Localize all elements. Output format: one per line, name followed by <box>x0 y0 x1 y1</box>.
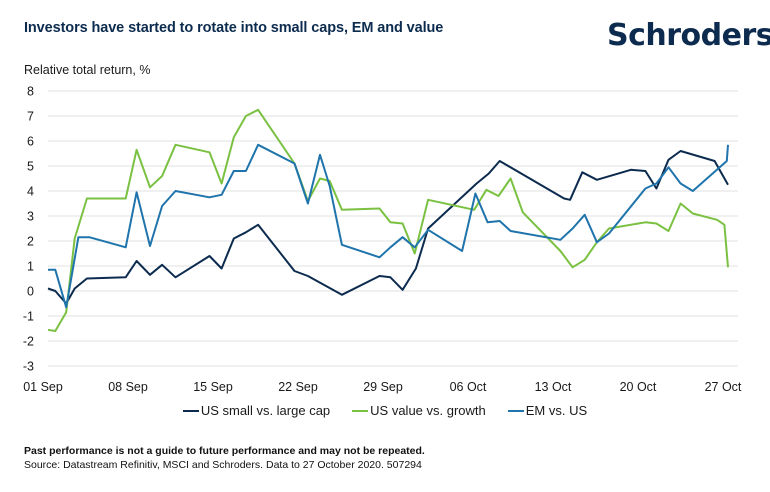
series-line-us-value-vs-growth <box>47 108 729 332</box>
line-chart: 8 7 6 5 4 3 2 1 0 -1 -2 -3 01 Sep 08 Sep 15 Sep 22 Sep… <box>23 85 742 395</box>
x-tick-label: 08 Sep <box>108 380 148 394</box>
source-note: Source: Datastream Refinitiv, MSCI and S… <box>24 459 422 471</box>
x-axis-ticks: 01 Sep 08 Sep 15 Sep 22 Sep 29 Sep 06 Oct 13 O… <box>23 380 742 394</box>
legend-item-value-vs-growth: US value vs. growth <box>352 403 486 418</box>
y-tick-label: -1 <box>23 310 34 324</box>
series-line-us-small-vs-large-cap <box>47 150 729 305</box>
disclaimer: Past performance is not a guide to futur… <box>24 445 425 457</box>
legend-label: US small vs. large cap <box>200 403 331 418</box>
y-axis-ticks: 8 7 6 5 4 3 2 1 0 -1 -2 -3 <box>23 85 34 374</box>
chart-title: Investors have started to rotate into sm… <box>24 20 444 36</box>
y-tick-label: 6 <box>27 135 34 149</box>
x-tick-label: 15 Sep <box>193 380 233 394</box>
y-tick-label: 4 <box>27 185 34 199</box>
series-line-em-vs-us <box>48 143 729 309</box>
x-tick-label: 20 Oct <box>620 380 657 394</box>
y-tick-label: 3 <box>27 210 34 224</box>
x-tick-label: 22 Sep <box>278 380 318 394</box>
y-tick-label: 5 <box>27 160 34 174</box>
y-tick-label: -3 <box>23 360 34 374</box>
legend-item-small-vs-large: US small vs. large cap <box>182 403 331 418</box>
y-tick-label: -2 <box>23 335 34 349</box>
y-tick-label: 2 <box>27 235 34 249</box>
x-tick-label: 01 Sep <box>23 380 63 394</box>
x-tick-label: 27 Oct <box>705 380 742 394</box>
series-lines <box>47 108 729 332</box>
legend-label: EM vs. US <box>525 403 588 418</box>
x-tick-label: 29 Sep <box>363 380 403 394</box>
y-tick-label: 8 <box>27 85 34 99</box>
x-tick-label: 06 Oct <box>450 380 487 394</box>
legend: US small vs. large cap US value vs. grow… <box>0 403 770 418</box>
legend-item-em-vs-us: EM vs. US <box>507 403 588 418</box>
y-tick-label: 1 <box>27 260 34 274</box>
legend-swatch <box>507 409 524 412</box>
x-tick-label: 13 Oct <box>535 380 572 394</box>
gridlines <box>48 90 738 367</box>
schroders-logo: Schroders <box>607 18 770 53</box>
legend-label: US value vs. growth <box>370 403 486 418</box>
legend-swatch <box>352 409 369 412</box>
y-tick-label: 7 <box>27 110 34 124</box>
legend-swatch <box>182 409 199 412</box>
y-axis-label: Relative total return, % <box>24 63 151 77</box>
y-tick-label: 0 <box>27 285 34 299</box>
